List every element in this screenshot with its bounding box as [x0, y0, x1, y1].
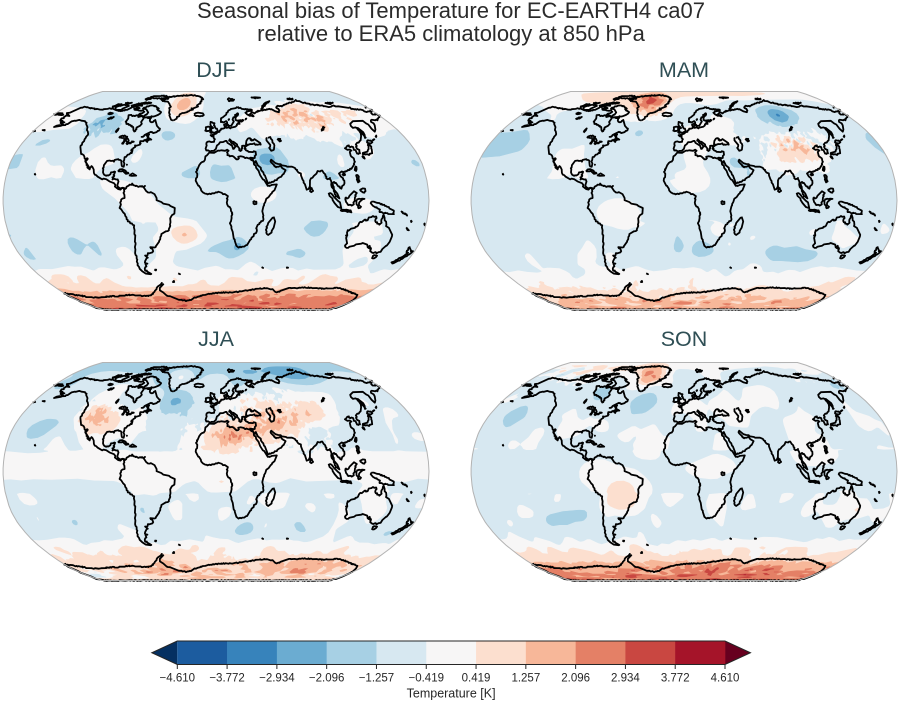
svg-text:1.257: 1.257	[511, 673, 540, 685]
svg-text:2.096: 2.096	[561, 673, 590, 685]
svg-text:−0.419: −0.419	[409, 673, 445, 685]
svg-text:−2.096: −2.096	[309, 673, 345, 685]
svg-text:3.772: 3.772	[661, 673, 690, 685]
svg-text:MAM: MAM	[659, 58, 709, 82]
svg-text:2.934: 2.934	[611, 673, 640, 685]
svg-text:4.610: 4.610	[711, 673, 740, 685]
svg-text:0.419: 0.419	[462, 673, 491, 685]
svg-text:Temperature [K]: Temperature [K]	[407, 687, 496, 701]
svg-text:−1.257: −1.257	[359, 673, 395, 685]
svg-text:JJA: JJA	[198, 327, 235, 351]
svg-text:Seasonal bias of Temperature f: Seasonal bias of Temperature for EC-EART…	[197, 0, 705, 23]
svg-text:−2.934: −2.934	[259, 673, 295, 685]
svg-text:−3.772: −3.772	[209, 673, 245, 685]
svg-text:DJF: DJF	[196, 58, 235, 82]
svg-text:relative to ERA5 climatology a: relative to ERA5 climatology at 850 hPa	[257, 21, 645, 46]
svg-text:SON: SON	[661, 327, 708, 351]
svg-text:−4.610: −4.610	[160, 673, 196, 685]
